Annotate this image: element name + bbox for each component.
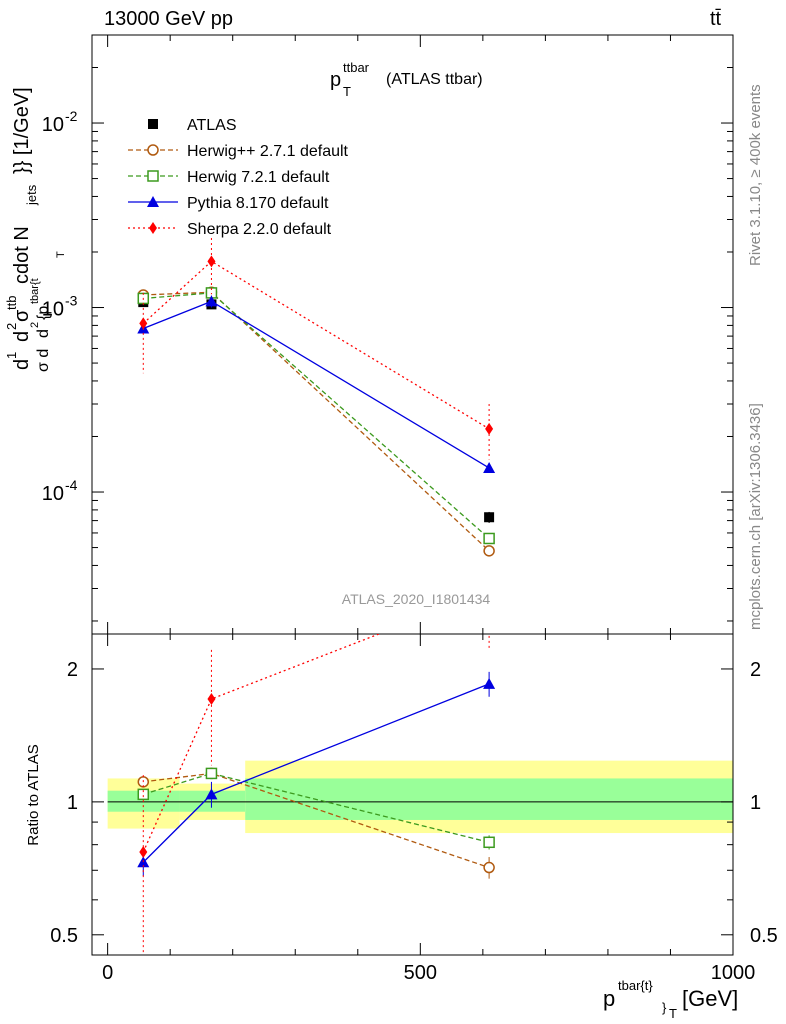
legend-marker-4 <box>149 222 157 234</box>
series-1-main-point-2 <box>483 545 495 557</box>
ratio-axis-label: Ratio to ATLAS <box>25 744 42 845</box>
plot-title-suffix: (ATLAS ttbar) <box>386 71 483 88</box>
analysis-watermark: ATLAS_2020_I1801434 <box>342 591 491 607</box>
x-tick-label-500: 500 <box>404 962 437 984</box>
ratio-tick-label-right-0.5: 0.5 <box>750 925 778 947</box>
series-2-ratio-point-0 <box>137 788 150 801</box>
y-label-e: }} [1/GeV] <box>11 87 33 174</box>
y-label-c-sup: ttb <box>4 296 19 310</box>
y-label-den3-sup: tbar{t <box>29 278 41 304</box>
legend-marker-1 <box>147 144 159 156</box>
x-axis-label-units: [GeV] <box>682 986 738 1011</box>
y-tick-label-exp-0: -2 <box>65 108 78 124</box>
series-4-ratio-point-0 <box>139 845 148 858</box>
series-4-ratio-point-1 <box>207 693 216 706</box>
y-label-b-sup: 2 <box>4 323 19 330</box>
y-tick-label-base-0: 10 <box>42 114 64 136</box>
y-label-den2: d <box>35 329 52 338</box>
series-1-main-line <box>143 291 490 552</box>
ratio-tick-label-left-1: 1 <box>67 792 78 814</box>
legend-label-3: Pythia 8.170 default <box>187 195 329 212</box>
series-1-ratio-point-2 <box>483 861 495 874</box>
y-label-den3-sub: T <box>55 251 67 258</box>
series-3-ratio-point-1 <box>205 788 218 800</box>
x-axis-label-sup: tbar{t} <box>618 978 653 993</box>
y-label-den3: {p <box>35 306 52 320</box>
x-axis-label-main: p <box>603 986 615 1011</box>
series-3-ratio-point-2 <box>483 677 496 689</box>
y-tick-label-exp-2: -4 <box>65 477 78 493</box>
series-3-main-point-1 <box>205 295 218 307</box>
ratio-tick-label-left-2: 2 <box>67 659 78 681</box>
series-0-main-point-2 <box>484 512 495 523</box>
y-tick-label-exp-1: -3 <box>65 293 78 309</box>
legend-marker-0 <box>148 119 158 129</box>
y-label-c: σ <box>11 309 33 322</box>
header-left: 13000 GeV pp <box>104 8 233 30</box>
ratio-tick-label-left-0.5: 0.5 <box>50 925 78 947</box>
ratio-tick-label-right-2: 2 <box>750 659 761 681</box>
y-label-den: σ d <box>35 349 52 372</box>
x-tick-label-1000: 1000 <box>711 962 756 984</box>
legend-label-2: Herwig 7.2.1 default <box>187 169 330 186</box>
ratio-series-group <box>137 634 496 955</box>
legend-label-1: Herwig++ 2.7.1 default <box>187 143 349 160</box>
series-4-ratio-line <box>142 634 381 853</box>
y-label-den2-sup: 2 <box>29 322 41 328</box>
x-axis-label-sub2: T <box>669 1006 677 1021</box>
series-4-main-point-0 <box>139 317 148 330</box>
series-2-main-point-2 <box>483 532 495 545</box>
series-3-main-point-2 <box>483 461 496 473</box>
y-tick-label-base-2: 10 <box>42 483 64 505</box>
ratio-frame <box>91 633 734 956</box>
y-label-d: cdot N <box>11 226 33 284</box>
series-2-ratio-point-2 <box>483 836 495 849</box>
legend-marker-2 <box>147 170 159 182</box>
legend-marker-3 <box>147 196 159 207</box>
y-tick-label-base-1: 10 <box>42 299 64 321</box>
plot-title-sub: T <box>343 84 351 99</box>
ratio-tick-label-right-1: 1 <box>750 792 761 814</box>
main-series-group <box>137 238 496 557</box>
x-tick-label-0: 0 <box>102 962 113 984</box>
plot-title-sup: ttbar <box>343 60 370 75</box>
x-axis-label-sub: } <box>662 1000 667 1015</box>
plot-title-main: p <box>330 69 341 91</box>
legend-label-0: ATLAS <box>187 117 237 134</box>
y-label-b: d <box>11 331 33 342</box>
ratio-band-inner-1 <box>179 790 246 812</box>
series-4-main-point-2 <box>485 422 494 435</box>
legend-label-4: Sherpa 2.2.0 default <box>187 221 332 238</box>
header-right: tt̄ <box>710 8 722 30</box>
y-label-d-sub: jets <box>24 184 39 206</box>
y-label-a-sup: 1 <box>4 352 19 359</box>
series-3-main-line <box>143 300 490 469</box>
series-4-main-line <box>142 260 490 430</box>
series-2-ratio-point-1 <box>205 767 218 780</box>
series-4-main-point-1 <box>207 255 216 268</box>
ratio-band-inner-2 <box>245 778 733 820</box>
y-label-a: d <box>11 359 33 370</box>
